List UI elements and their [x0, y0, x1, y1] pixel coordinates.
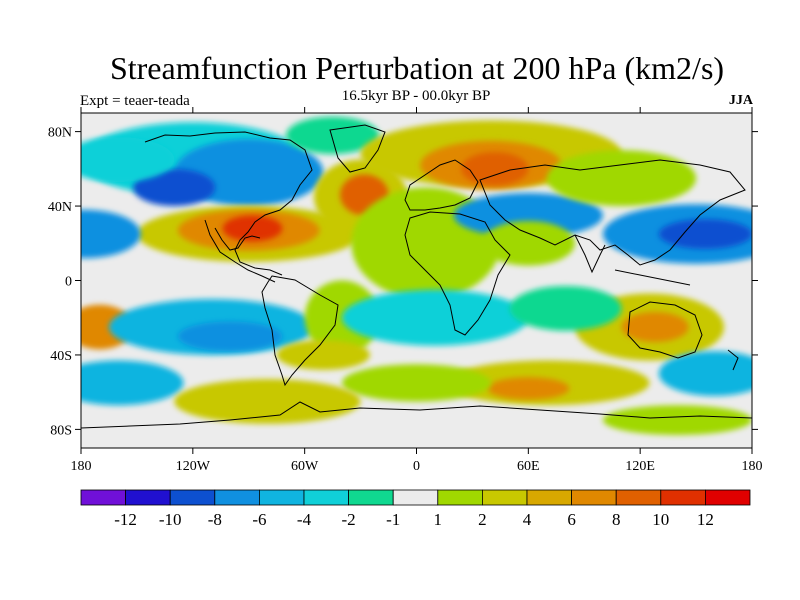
colorbar: -12 -10 -8 -6 -4 -2 -1 1 2 4 6 8 10 12: [80, 489, 751, 529]
field-blob: [602, 405, 752, 435]
coast-europe: [404, 159, 479, 211]
lon-label: 60W: [291, 459, 319, 474]
coast-gulf-mexico: [214, 227, 261, 251]
season-label: JJA: [728, 93, 753, 108]
coast-south-america: [261, 275, 339, 387]
colorbar-swatch: [615, 489, 662, 506]
lon-label: 120E: [625, 459, 655, 474]
colorbar-swatch: [125, 489, 171, 506]
colorbar-swatch: [571, 489, 617, 506]
field-blob: [341, 364, 492, 402]
lon-label: 180: [71, 459, 92, 474]
coast-greenland: [329, 124, 386, 173]
coast-new-zealand: [727, 349, 739, 371]
colorbar-label: 10: [652, 510, 669, 529]
coast-north-america: [144, 131, 313, 276]
field-blob: [341, 289, 529, 346]
lon-label: 60E: [517, 459, 540, 474]
field-blob: [222, 215, 283, 242]
field-blob: [658, 219, 752, 249]
lat-label: 40N: [48, 200, 72, 215]
field-blob: [453, 193, 603, 238]
field-contours: [81, 116, 752, 435]
coast-antarctica: [81, 401, 752, 429]
colorbar-label: -10: [159, 510, 182, 529]
colorbar-label: 6: [567, 510, 576, 529]
field-blob: [658, 351, 752, 396]
colorbar-label: -8: [208, 510, 222, 529]
field-blob: [174, 379, 361, 424]
colorbar-label: 8: [612, 510, 621, 529]
experiment-label: Expt = teaer-teada: [80, 93, 190, 109]
field-blob: [509, 286, 622, 331]
colorbar-swatch: [660, 489, 706, 506]
field-blob: [481, 220, 575, 266]
field-blob: [177, 321, 283, 352]
field-blob: [81, 209, 141, 259]
coast-australia: [627, 301, 703, 359]
lon-label: 180: [742, 459, 763, 474]
field-blob: [81, 360, 184, 406]
colorbar-label: 2: [478, 510, 487, 529]
chart-title: Streamfunction Perturbation at 200 hPa (…: [109, 50, 725, 86]
map-axes: 80N 40N 0 40S 80S 180 120W 60W 0 60E 120E 180: [48, 107, 763, 474]
colorbar-swatch: [348, 489, 394, 506]
coast-central-america: [204, 219, 276, 283]
coast-asia: [479, 159, 746, 266]
lon-label: 0: [413, 459, 420, 474]
field-blob: [133, 168, 216, 207]
field-blob: [487, 377, 570, 400]
field-blob: [81, 137, 175, 182]
field-blob: [276, 340, 370, 370]
field-blob: [546, 150, 697, 207]
colorbar-label: -1: [386, 510, 400, 529]
colorbar-swatch: [80, 489, 126, 506]
colorbar-label: 4: [523, 510, 532, 529]
coast-indonesia: [614, 269, 691, 286]
colorbar-swatch: [481, 489, 528, 506]
colorbar-swatch: [258, 489, 305, 506]
colorbar-swatch: [705, 489, 751, 506]
colorbar-label: -2: [342, 510, 356, 529]
field-blob: [461, 152, 529, 186]
lat-label: 0: [65, 275, 72, 290]
colorbar-swatch: [392, 489, 439, 506]
lat-label: 80N: [48, 126, 72, 141]
colorbar-swatch: [214, 489, 260, 506]
colorbar-swatch: [303, 489, 349, 506]
colorbar-label: 12: [697, 510, 714, 529]
colorbar-swatch: [437, 489, 483, 506]
map-panel: [80, 112, 753, 449]
colorbar-label: -12: [114, 510, 137, 529]
colorbar-label: -4: [297, 510, 312, 529]
coast-africa: [404, 211, 511, 336]
coastlines: [81, 124, 752, 429]
lat-label: 40S: [50, 349, 72, 364]
colorbar-swatch: [526, 489, 572, 506]
field-blob: [621, 312, 689, 342]
coast-india: [574, 234, 606, 274]
lon-label: 120W: [176, 459, 211, 474]
colorbar-label: -6: [252, 510, 266, 529]
period-label: 16.5kyr BP - 00.0kyr BP: [341, 88, 491, 104]
colorbar-swatch: [169, 489, 216, 506]
lat-label: 80S: [50, 423, 72, 438]
colorbar-label: 1: [434, 510, 443, 529]
